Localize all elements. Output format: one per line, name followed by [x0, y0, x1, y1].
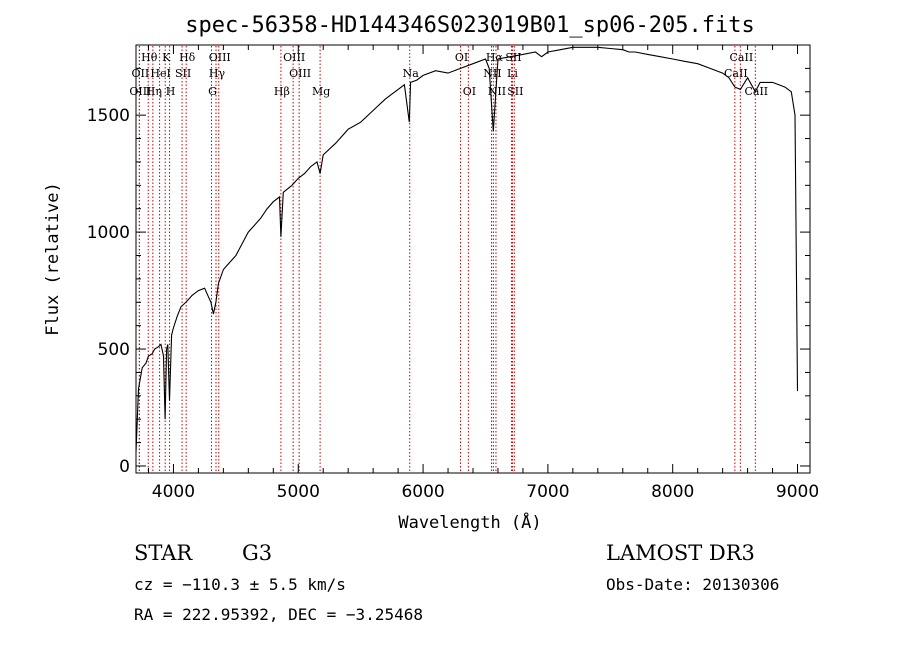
redshift-cz: cz = −110.3 ± 5.5 km/s — [134, 575, 346, 594]
spectral-line-label: Mg — [312, 85, 330, 98]
spectral-line-label: OII — [132, 67, 150, 80]
x-tick-label: 6000 — [401, 482, 444, 502]
spectral-line-label: OI — [455, 51, 468, 64]
y-axis-ticks: 0 500 1000 1500 — [87, 67, 810, 477]
spectral-line-label: Hη — [146, 85, 162, 98]
spectral-line-label: OI — [463, 85, 476, 98]
y-tick-label: 500 — [98, 340, 130, 360]
x-tick-label: 8000 — [651, 482, 694, 502]
object-class: STAR — [134, 541, 193, 565]
spectral-line-label: G — [208, 85, 217, 98]
object-subclass: G3 — [242, 541, 272, 565]
plot-frame — [135, 44, 811, 474]
spectral-line-label: OIII — [283, 51, 305, 64]
x-tick-label: 4000 — [152, 482, 195, 502]
spectral-line-label: OIII — [209, 51, 231, 64]
spectrum-line — [135, 46, 799, 453]
spectral-line-label: SII — [505, 51, 521, 64]
spectral-line-label: CaII — [730, 51, 754, 64]
observation-date: Obs-Date: 20130306 — [606, 575, 779, 594]
x-tick-label: 5000 — [277, 482, 320, 502]
spectral-line-label: HeI — [150, 67, 170, 80]
chart-title: spec-56358-HD144346S023019B01_sp06-205.f… — [185, 13, 755, 38]
spectral-line-label: NII — [483, 67, 501, 80]
coordinates: RA = 222.95392, DEC = −3.25468 — [134, 605, 423, 624]
y-tick-label: 1000 — [87, 223, 130, 243]
spectral-line-label: Li — [507, 67, 518, 80]
spectral-line-label: Hα — [486, 51, 504, 64]
survey-name: LAMOST DR3 — [606, 541, 755, 565]
spectral-line-label: OIII — [289, 67, 311, 80]
line-markers — [138, 46, 756, 472]
x-tick-label: 9000 — [776, 482, 819, 502]
spectral-line-label: Na — [403, 67, 420, 80]
spectral-line-label: SII — [175, 67, 191, 80]
spectral-line-label: H — [166, 85, 176, 98]
spectral-line-label: Hθ — [141, 51, 158, 64]
y-tick-label: 0 — [119, 457, 130, 477]
spectral-line-label: Hβ — [274, 85, 290, 98]
y-tick-label: 1500 — [87, 106, 130, 126]
spectral-line-label: CaII — [724, 67, 748, 80]
spectral-line-label: Hδ — [179, 51, 196, 64]
spectral-line-label: CaII — [744, 85, 768, 98]
spectral-line-label: Hγ — [209, 67, 226, 80]
spectral-line-label: K — [162, 51, 171, 64]
x-axis-label: Wavelength (Å) — [398, 511, 541, 533]
x-axis-ticks: 4000 5000 6000 7000 8000 9000 — [147, 45, 819, 502]
spectral-line-label: NII — [488, 85, 506, 98]
spectral-line-label: SII — [507, 85, 523, 98]
y-axis-label: Flux (relative) — [43, 182, 63, 336]
x-tick-label: 7000 — [526, 482, 569, 502]
